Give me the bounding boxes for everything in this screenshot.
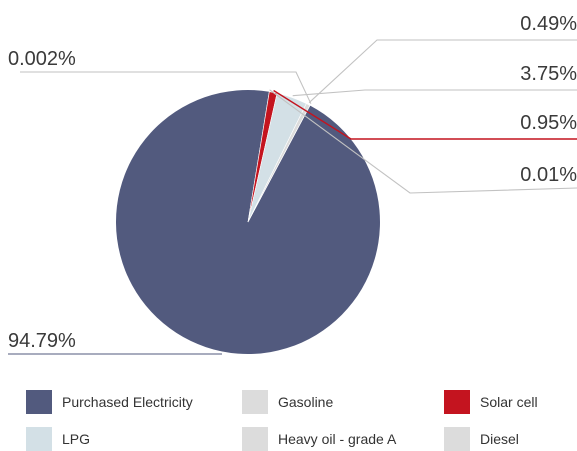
leader-line-heavy-oil-grade-a bbox=[308, 39, 577, 104]
data-label-gasoline: 0.002% bbox=[8, 48, 76, 70]
leader-lines bbox=[8, 39, 577, 355]
legend-label: Purchased Electricity bbox=[62, 394, 193, 410]
legend-label: Solar cell bbox=[480, 394, 538, 410]
data-label-solar-cell: 0.95% bbox=[520, 112, 577, 134]
legend: Purchased Electricity Gasoline Solar cel… bbox=[0, 386, 577, 451]
data-label-lpg: 3.75% bbox=[520, 63, 577, 85]
data-label-diesel: 0.01% bbox=[520, 164, 577, 186]
legend-swatch bbox=[242, 427, 268, 451]
legend-item-gasoline: Gasoline bbox=[242, 390, 333, 414]
legend-swatch bbox=[444, 390, 470, 414]
leader-line-solar-cell bbox=[273, 89, 577, 140]
pie-slice-gasoline bbox=[247, 104, 311, 223]
legend-item-purchased-electricity: Purchased Electricity bbox=[26, 390, 193, 414]
leader-line-lpg bbox=[292, 89, 577, 97]
legend-label: Diesel bbox=[480, 431, 519, 447]
pie-slices bbox=[115, 89, 380, 354]
legend-swatch bbox=[26, 390, 52, 414]
pie-chart: 94.79% 0.01% 0.95% 3.75% 0.49% 0.002% bbox=[8, 13, 577, 355]
legend-item-solar-cell: Solar cell bbox=[444, 390, 538, 414]
legend-swatch bbox=[444, 427, 470, 451]
leader-line-gasoline bbox=[20, 71, 312, 104]
data-label-purchased-electricity: 94.79% bbox=[8, 330, 76, 352]
legend-item-diesel: Diesel bbox=[444, 427, 519, 451]
legend-item-lpg: LPG bbox=[26, 427, 90, 451]
leader-line-diesel bbox=[269, 89, 577, 194]
percentage-labels: 94.79% 0.01% 0.95% 3.75% 0.49% 0.002% bbox=[8, 13, 577, 352]
legend-label: Heavy oil - grade A bbox=[278, 431, 397, 447]
legend-item-heavy-oil-grade-a: Heavy oil - grade A bbox=[242, 427, 396, 451]
data-label-heavy-oil-grade-a: 0.49% bbox=[520, 13, 577, 35]
legend-swatch bbox=[26, 427, 52, 451]
legend-label: LPG bbox=[62, 431, 91, 447]
legend-swatch bbox=[242, 390, 268, 414]
legend-label: Gasoline bbox=[278, 394, 334, 410]
